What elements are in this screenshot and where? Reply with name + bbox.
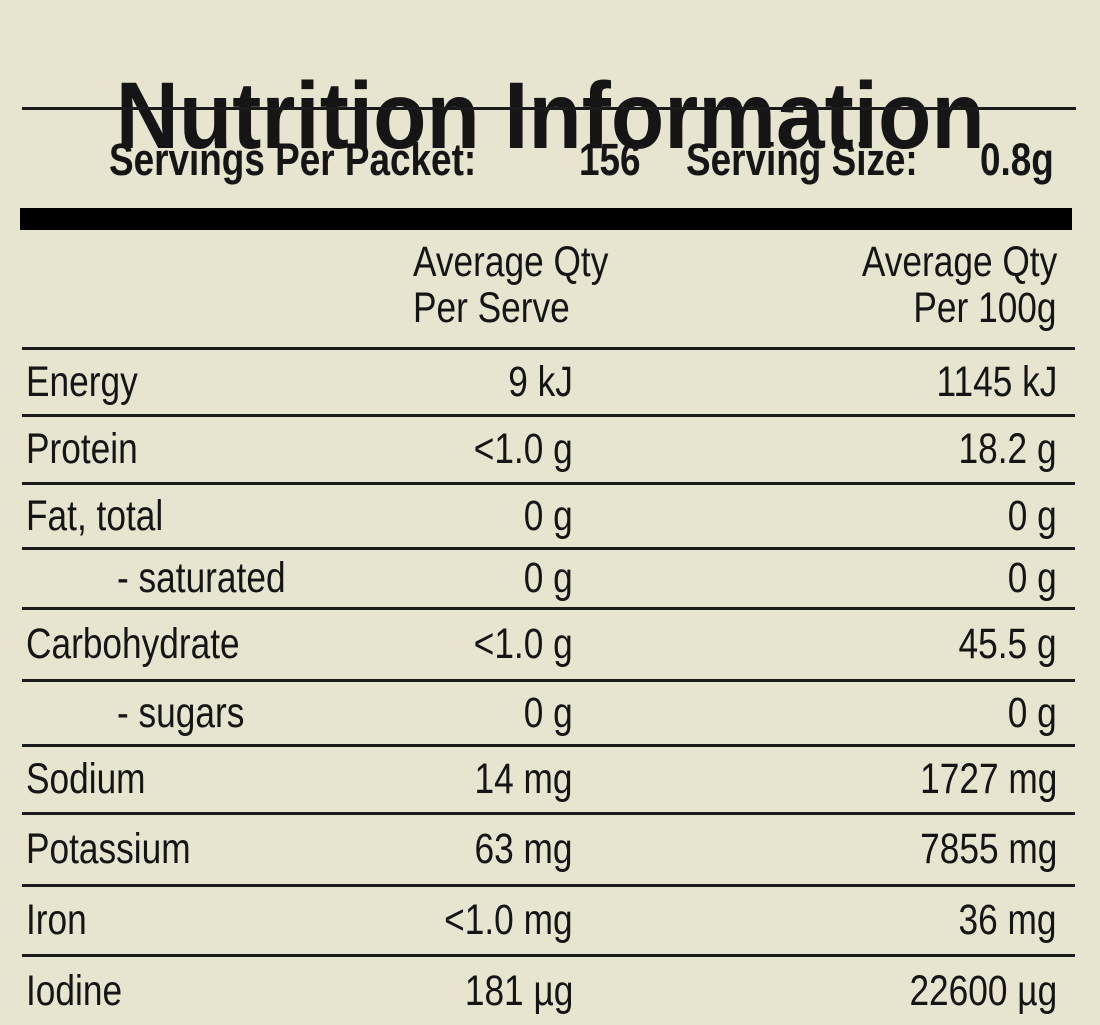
table-row-potassium: Potassium 63 mg 7855 mg [22, 815, 1075, 887]
row-label: Protein [26, 425, 138, 473]
table-row-iron: Iron <1.0 mg 36 mg [22, 887, 1075, 957]
serving-size-value: 0.8g [979, 134, 1054, 185]
per-100g-value: 1727 mg [919, 755, 1057, 803]
per-100g-value: 22600 µg [909, 966, 1057, 1015]
per-serve-value: 63 mg [474, 825, 573, 873]
column-header-per-serve: Average Qty Per Serve [413, 239, 651, 331]
per-serve-value: 0 g [523, 554, 573, 602]
row-label: Fat, total [26, 491, 164, 540]
column-header-per-100g: Average Qty Per 100g [819, 239, 1057, 331]
per-serve-header-line2: Per Serve [413, 284, 570, 332]
table-row-energy: Energy 9 kJ 1145 kJ [22, 350, 1075, 417]
per-100g-value: 7855 mg [919, 825, 1057, 873]
per-serve-value: 9 kJ [508, 357, 573, 406]
per-serve-value: 14 mg [474, 755, 573, 803]
per-serve-value: <1.0 g [473, 425, 573, 473]
table-row-sodium: Sodium 14 mg 1727 mg [22, 747, 1075, 815]
per-serve-value: 0 g [523, 688, 573, 737]
per-100g-value: 0 g [1007, 491, 1057, 540]
per-100g-value: 1145 kJ [936, 357, 1057, 406]
row-label: Iodine [26, 966, 123, 1015]
servings-per-packet-label: Servings Per Packet: [109, 134, 477, 185]
row-label: Carbohydrate [26, 620, 240, 668]
per-100g-value: 0 g [1007, 554, 1057, 602]
row-label: Potassium [26, 825, 191, 873]
servings-per-packet: Servings Per Packet: 156 [109, 137, 654, 182]
per-100g-value: 18.2 g [958, 425, 1057, 473]
nutrient-table: Energy 9 kJ 1145 kJ Protein <1.0 g 18.2 … [22, 350, 1075, 1025]
section-divider-bar [20, 208, 1072, 230]
per-serve-value: <1.0 mg [444, 896, 573, 944]
per-100g-header-line2: Per 100g [913, 284, 1057, 332]
serving-size-label: Serving Size: [686, 134, 918, 185]
per-100g-value: 45.5 g [958, 620, 1057, 668]
page-title: Nutrition Information [115, 62, 985, 169]
row-label: Sodium [26, 755, 146, 803]
per-100g-value: 36 mg [958, 896, 1057, 944]
servings-line: Servings Per Packet: 156 Serving Size: 0.8… [0, 137, 1100, 182]
row-label: Energy [26, 357, 138, 406]
per-100g-header-line1: Average Qty [861, 238, 1057, 286]
header-divider [22, 347, 1075, 350]
table-row-iodine: Iodine 181 µg 22600 µg [22, 957, 1075, 1025]
servings-per-packet-value: 156 [578, 134, 641, 185]
table-row-carbohydrate: Carbohydrate <1.0 g 45.5 g [22, 610, 1075, 682]
per-serve-value: 181 µg [464, 966, 573, 1015]
title-divider [22, 107, 1076, 110]
per-serve-value: <1.0 g [473, 620, 573, 668]
serving-size: Serving Size: 0.8g [686, 137, 1070, 182]
row-label: Iron [26, 896, 87, 944]
table-row-protein: Protein <1.0 g 18.2 g [22, 417, 1075, 485]
row-label: - sugars [117, 688, 245, 737]
per-serve-header-line1: Average Qty [413, 238, 609, 286]
table-row-fat-total: Fat, total 0 g 0 g [22, 485, 1075, 550]
row-label: - saturated [117, 554, 286, 602]
table-row-sugars: - sugars 0 g 0 g [22, 682, 1075, 747]
per-100g-value: 0 g [1007, 688, 1057, 737]
per-serve-value: 0 g [523, 491, 573, 540]
table-row-saturated: - saturated 0 g 0 g [22, 550, 1075, 610]
